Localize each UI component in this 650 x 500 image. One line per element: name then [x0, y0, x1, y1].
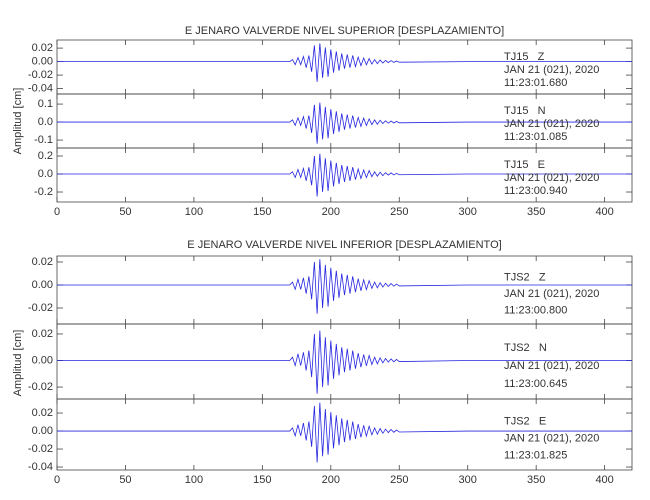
station-annotation: JAN 21 (021), 2020 [504, 288, 599, 300]
y-tick-label: -0.02 [28, 381, 53, 393]
y-tick-label: 0.02 [32, 42, 53, 54]
x-tick-label: 50 [119, 474, 131, 486]
y-tick-label: 0.00 [32, 354, 53, 366]
trace [57, 259, 632, 314]
station-annotation: 11:23:01.825 [504, 450, 567, 462]
station-annotation: TJ15 Z [504, 51, 545, 63]
x-tick-label: 250 [390, 206, 408, 218]
y-tick-label: 0.02 [32, 328, 53, 340]
x-tick-label: 300 [459, 206, 477, 218]
x-tick-label: 250 [390, 474, 408, 486]
station-annotation: JAN 21 (021), 2020 [504, 433, 599, 445]
trace [57, 330, 632, 394]
y-tick-label: -0.02 [28, 69, 53, 81]
y-tick-label: -0.04 [28, 461, 53, 473]
x-tick-label: 400 [595, 206, 613, 218]
y-tick-label: -0.04 [28, 83, 53, 95]
y-tick-label: 0.2 [38, 150, 53, 162]
station-annotation: JAN 21 (021), 2020 [504, 172, 599, 184]
x-tick-label: 0 [54, 474, 60, 486]
x-tick-label: 150 [253, 474, 271, 486]
y-tick-label: 0.0 [38, 168, 53, 180]
x-tick-label: 0 [54, 206, 60, 218]
y-tick-label: -0.02 [28, 443, 53, 455]
chart-title: E JENARO VALVERDE NIVEL SUPERIOR [DESPLA… [185, 25, 504, 37]
y-tick-label: -0.2 [34, 186, 53, 198]
x-tick-label: 200 [322, 206, 340, 218]
trace [57, 153, 632, 197]
station-annotation: TJS2 N [504, 342, 547, 354]
station-annotation: JAN 21 (021), 2020 [504, 360, 599, 372]
y-axis-label: Amplitud [cm] [12, 88, 24, 155]
station-annotation: JAN 21 (021), 2020 [504, 118, 599, 130]
station-annotation: JAN 21 (021), 2020 [504, 64, 599, 76]
trace [57, 102, 632, 144]
y-tick-label: -0.02 [28, 302, 53, 314]
y-tick-label: 0.00 [32, 425, 53, 437]
x-tick-label: 400 [595, 474, 613, 486]
x-tick-label: 150 [253, 206, 271, 218]
station-annotation: 11:23:00.800 [504, 304, 567, 316]
y-tick-label: 0.0 [38, 116, 53, 128]
y-axis-label: Amplitud [cm] [12, 330, 24, 397]
trace [57, 43, 632, 82]
station-annotation: TJS2 E [504, 416, 546, 428]
station-annotation: 11:23:01.085 [504, 131, 567, 143]
x-tick-label: 200 [322, 474, 340, 486]
y-tick-label: -0.1 [34, 134, 53, 146]
station-annotation: 11:23:00.940 [504, 185, 567, 197]
station-annotation: TJS2 Z [504, 272, 546, 284]
x-tick-label: 100 [185, 474, 203, 486]
x-tick-label: 350 [527, 474, 545, 486]
station-annotation: TJ15 E [504, 159, 545, 171]
station-annotation: 11:23:01.680 [504, 77, 567, 89]
y-tick-label: 0.02 [32, 407, 53, 419]
station-annotation: 11:23:00.645 [504, 378, 567, 390]
x-tick-label: 50 [119, 206, 131, 218]
panel-frame [56, 147, 633, 203]
y-tick-label: 0.1 [38, 98, 53, 110]
x-tick-label: 350 [527, 206, 545, 218]
station-annotation: TJ15 N [504, 105, 546, 117]
trace [57, 402, 632, 463]
y-tick-label: 0.02 [32, 256, 53, 268]
chart-title: E JENARO VALVERDE NIVEL INFERIOR [DESPLA… [187, 239, 501, 251]
x-tick-label: 300 [459, 474, 477, 486]
y-tick-label: 0.00 [32, 279, 53, 291]
y-tick-label: 0.00 [32, 56, 53, 68]
panel-frame [56, 398, 633, 471]
x-tick-label: 100 [185, 206, 203, 218]
